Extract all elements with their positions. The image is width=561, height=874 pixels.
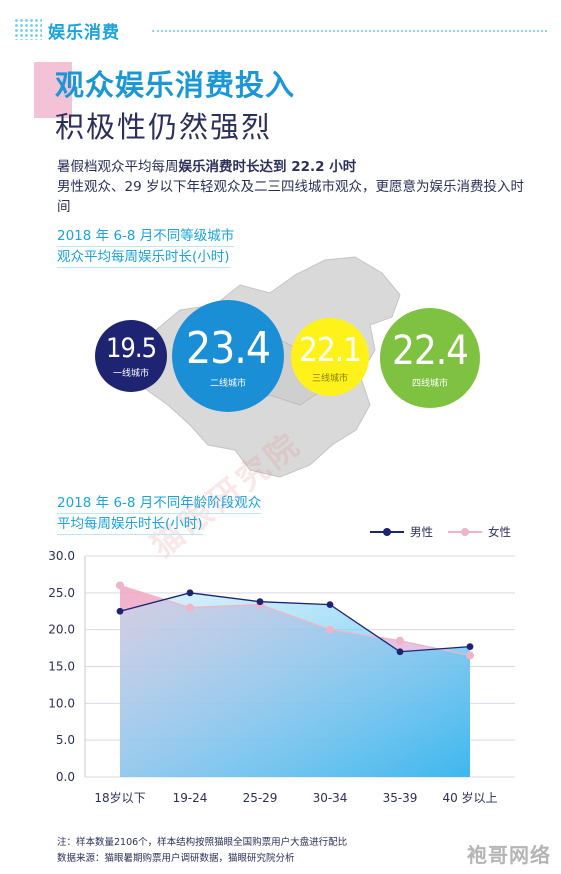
section-tag: 娱乐消费 <box>48 23 120 43</box>
data-point-male <box>186 589 194 597</box>
footnote-note: 注：样本数量2106个，样本结构按照猫眼全国购票用户大盘进行配比 <box>57 837 348 848</box>
data-point-female <box>466 651 474 660</box>
series-line-female <box>119 584 471 657</box>
city-label: 二线城市 <box>209 379 246 389</box>
city-bubble-tier4: 22.4 四线城市 <box>380 308 480 408</box>
x-tick-label: 25-29 <box>243 791 278 805</box>
data-point-male <box>116 607 124 615</box>
age-line-chart: 0.0 5.0 10.0 15.0 20.0 25.0 30.0 18岁以下 19-24 25-2… <box>48 549 515 805</box>
intro-highlight: 娱乐消费时长达到 22.2 小时 <box>178 159 357 175</box>
y-tick-label: 0.0 <box>56 770 75 784</box>
city-section-title: 2018 年 6-8 月不同等级城市 观众平均每周娱乐时长(小时) <box>57 226 235 268</box>
city-value: 23.4 <box>185 323 271 374</box>
decorative-dots <box>14 18 42 40</box>
legend-item-male: 男性 <box>370 524 433 540</box>
y-tick-label: 10.0 <box>48 696 75 710</box>
x-tick-label: 40 岁以上 <box>442 790 497 805</box>
footnote-source: 数据来源：猫眼暑期购票用户调研数据，猫眼研究院分析 <box>57 853 295 864</box>
corner-watermark: 袍哥网络 <box>467 843 551 867</box>
city-value: 22.1 <box>298 330 362 369</box>
data-point-female <box>186 603 194 612</box>
legend-item-female: 女性 <box>448 524 511 540</box>
title-accent <box>34 62 72 118</box>
city-bubble-tier2: 23.4 二线城市 <box>172 300 284 412</box>
city-value: 22.4 <box>391 327 469 374</box>
data-point-female <box>396 636 404 645</box>
age-title-line-1: 2018 年 6-8 月不同年龄阶段观众 <box>57 493 262 514</box>
age-title-line-2: 平均每周娱乐时长(小时) <box>57 514 203 535</box>
age-section-title: 2018 年 6-8 月不同年龄阶段观众 平均每周娱乐时长(小时) <box>57 493 262 535</box>
y-tick-label: 30.0 <box>48 549 75 563</box>
x-tick-label: 18岁以下 <box>94 790 145 805</box>
data-point-female <box>116 581 124 590</box>
legend-label: 男性 <box>410 525 433 539</box>
city-label: 四线城市 <box>411 378 448 389</box>
y-tick-label: 20.0 <box>48 623 75 637</box>
legend-swatch <box>448 528 482 536</box>
x-tick-label: 19-24 <box>173 791 208 805</box>
y-tick-label: 15.0 <box>48 660 75 674</box>
city-label: 三线城市 <box>311 374 348 384</box>
y-tick-label: 5.0 <box>56 733 75 747</box>
page-title: 观众娱乐消费投入 <box>55 68 296 102</box>
x-tick-label: 30-34 <box>313 791 348 805</box>
city-title-line-2: 观众平均每周娱乐时长(小时) <box>57 247 230 268</box>
y-tick-label: 25.0 <box>48 586 75 600</box>
data-point-male <box>256 598 264 606</box>
page-subtitle: 积极性仍然强烈 <box>55 110 273 144</box>
city-bubble-tier3: 22.1 三线城市 <box>291 318 369 396</box>
intro-prefix: 暑假档观众平均每周 <box>57 159 179 175</box>
city-bubble-tier1: 19.5 一线城市 <box>95 320 167 392</box>
city-title-line-1: 2018 年 6-8 月不同等级城市 <box>57 226 235 247</box>
data-point-female <box>326 625 334 634</box>
x-tick-label: 35-39 <box>383 791 418 805</box>
intro-line-2: 男性观众、29 岁以下年轻观众及二三四线城市观众，更愿意为娱乐消费投入时间 <box>57 179 524 215</box>
intro-text: 暑假档观众平均每周娱乐消费时长达到 22.2 小时 男性观众、29 岁以下年轻观… <box>57 157 527 217</box>
data-point-male <box>326 601 334 609</box>
legend-label: 女性 <box>488 525 511 539</box>
series-line-male <box>119 592 471 653</box>
city-value: 19.5 <box>105 333 157 364</box>
data-point-male <box>396 648 404 656</box>
divider <box>152 30 547 32</box>
data-point-male <box>466 643 474 651</box>
legend-swatch <box>370 528 404 536</box>
area-male <box>120 592 470 777</box>
city-label: 一线城市 <box>112 369 149 379</box>
